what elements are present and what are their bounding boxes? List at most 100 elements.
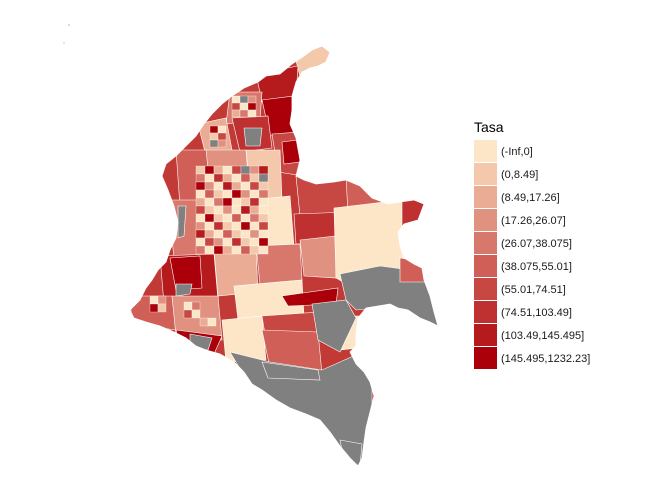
municipality-cell bbox=[222, 197, 233, 207]
municipality-cell bbox=[222, 213, 233, 223]
municipality-cell bbox=[213, 229, 224, 239]
legend-item: (55.01,74.51] bbox=[474, 278, 654, 301]
municipality-cell bbox=[240, 229, 251, 239]
legend-swatch bbox=[474, 186, 497, 209]
region-meta-north bbox=[299, 235, 337, 279]
legend-title: Tasa bbox=[474, 119, 504, 135]
municipality-cell bbox=[204, 173, 215, 183]
municipality-cell bbox=[213, 205, 224, 215]
municipality-cell bbox=[213, 189, 224, 199]
municipality-cell bbox=[157, 295, 167, 305]
municipality-cell bbox=[204, 197, 215, 207]
municipality-cell bbox=[149, 303, 159, 313]
municipality-cell bbox=[258, 229, 269, 239]
municipality-mosaic bbox=[149, 95, 269, 327]
region-caqueta-west bbox=[221, 315, 267, 363]
municipality-cell bbox=[222, 189, 233, 199]
municipality-cell bbox=[231, 165, 242, 175]
legend-item: (8.49,17.26] bbox=[474, 186, 654, 209]
municipality-cell bbox=[258, 197, 269, 207]
region-nodata-putumayo bbox=[261, 361, 321, 381]
municipality-cell bbox=[213, 197, 224, 207]
legend-item: (17.26,26.07] bbox=[474, 209, 654, 232]
municipality-cell bbox=[157, 303, 167, 313]
municipality-cell bbox=[240, 197, 251, 207]
municipality-cell bbox=[240, 189, 251, 199]
municipality-cell bbox=[231, 181, 242, 191]
legend-swatch bbox=[474, 163, 497, 186]
municipality-cell bbox=[213, 181, 224, 191]
municipality-cell bbox=[195, 205, 206, 215]
legend-swatch bbox=[474, 209, 497, 232]
map-legend: Tasa (-Inf,0] (0,8.49] (8.49,17.26] (17.… bbox=[474, 118, 654, 370]
legend-label: (0,8.49] bbox=[501, 168, 539, 181]
stray-dot bbox=[63, 42, 65, 44]
municipality-cell bbox=[240, 237, 251, 247]
municipality-cell bbox=[183, 309, 193, 319]
legend-label: (103.49,145.495] bbox=[501, 329, 585, 342]
legend-item: (74.51,103.49] bbox=[474, 301, 654, 324]
municipality-cell bbox=[231, 189, 242, 199]
municipality-cell bbox=[231, 102, 241, 111]
municipality-cell bbox=[209, 139, 219, 148]
municipality-cell bbox=[240, 245, 251, 255]
municipality-cell bbox=[213, 237, 224, 247]
region-nodata-valle bbox=[175, 283, 193, 297]
legend-label: (8.49,17.26] bbox=[501, 191, 560, 204]
region-guajira bbox=[291, 46, 341, 77]
legend-label: (26.07,38.075] bbox=[501, 237, 572, 250]
municipality-cell bbox=[217, 125, 227, 134]
legend-item: (0,8.49] bbox=[474, 163, 654, 186]
municipality-cell bbox=[222, 165, 233, 175]
municipality-cell bbox=[249, 229, 260, 239]
municipality-cell bbox=[258, 181, 269, 191]
municipality-cell bbox=[249, 165, 260, 175]
municipality-cell bbox=[204, 221, 215, 231]
municipality-cell bbox=[231, 205, 242, 215]
legend-label: (38.075,55.01] bbox=[501, 260, 572, 273]
legend-swatch bbox=[474, 324, 497, 347]
municipality-cell bbox=[258, 213, 269, 223]
municipality-cell bbox=[195, 213, 206, 223]
municipality-cell bbox=[204, 213, 215, 223]
municipality-cell bbox=[231, 237, 242, 247]
legend-item: (145.495,1232.23] bbox=[474, 347, 654, 370]
municipality-cell bbox=[209, 125, 219, 134]
municipality-cell bbox=[249, 197, 260, 207]
municipality-cell bbox=[258, 173, 269, 183]
legend-swatch bbox=[474, 347, 497, 370]
municipality-cell bbox=[247, 95, 257, 104]
municipality-cell bbox=[249, 173, 260, 183]
municipality-cell bbox=[222, 245, 233, 255]
municipality-cell bbox=[247, 109, 257, 118]
municipality-cell bbox=[249, 181, 260, 191]
municipality-cell bbox=[258, 245, 269, 255]
municipality-cell bbox=[183, 301, 193, 311]
municipality-cell bbox=[213, 165, 224, 175]
legend-item: (-Inf,0] bbox=[474, 140, 654, 163]
legend-label: (-Inf,0] bbox=[501, 145, 533, 158]
municipality-cell bbox=[231, 173, 242, 183]
municipality-cell bbox=[239, 109, 249, 118]
municipality-cell bbox=[240, 221, 251, 231]
municipality-cell bbox=[231, 109, 241, 118]
legend-swatch bbox=[474, 232, 497, 255]
municipality-cell bbox=[249, 245, 260, 255]
municipality-cell bbox=[231, 229, 242, 239]
region-nodata-choco bbox=[177, 205, 187, 239]
municipality-cell bbox=[213, 221, 224, 231]
stray-dot bbox=[68, 24, 70, 26]
municipality-cell bbox=[240, 181, 251, 191]
municipality-cell bbox=[231, 245, 242, 255]
municipality-cell bbox=[213, 245, 224, 255]
municipality-cell bbox=[204, 237, 215, 247]
municipality-cell bbox=[191, 309, 201, 319]
municipality-cell bbox=[195, 181, 206, 191]
legend-swatch bbox=[474, 255, 497, 278]
municipality-cell bbox=[191, 301, 201, 311]
municipality-cell bbox=[195, 189, 206, 199]
municipality-cell bbox=[204, 189, 215, 199]
legend-label: (55.01,74.51] bbox=[501, 283, 566, 296]
municipality-cell bbox=[213, 213, 224, 223]
